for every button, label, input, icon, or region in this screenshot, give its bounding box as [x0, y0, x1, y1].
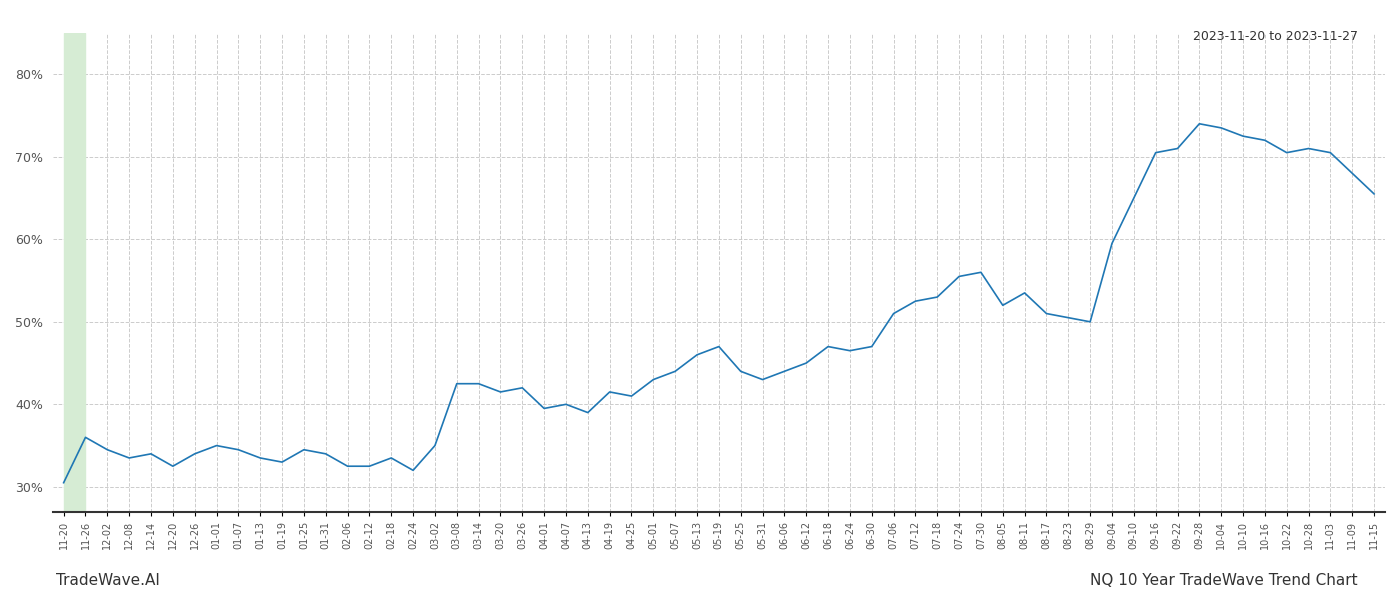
- Text: NQ 10 Year TradeWave Trend Chart: NQ 10 Year TradeWave Trend Chart: [1091, 573, 1358, 588]
- Text: TradeWave.AI: TradeWave.AI: [56, 573, 160, 588]
- Bar: [63, 33, 85, 512]
- Text: 2023-11-20 to 2023-11-27: 2023-11-20 to 2023-11-27: [1193, 30, 1358, 43]
